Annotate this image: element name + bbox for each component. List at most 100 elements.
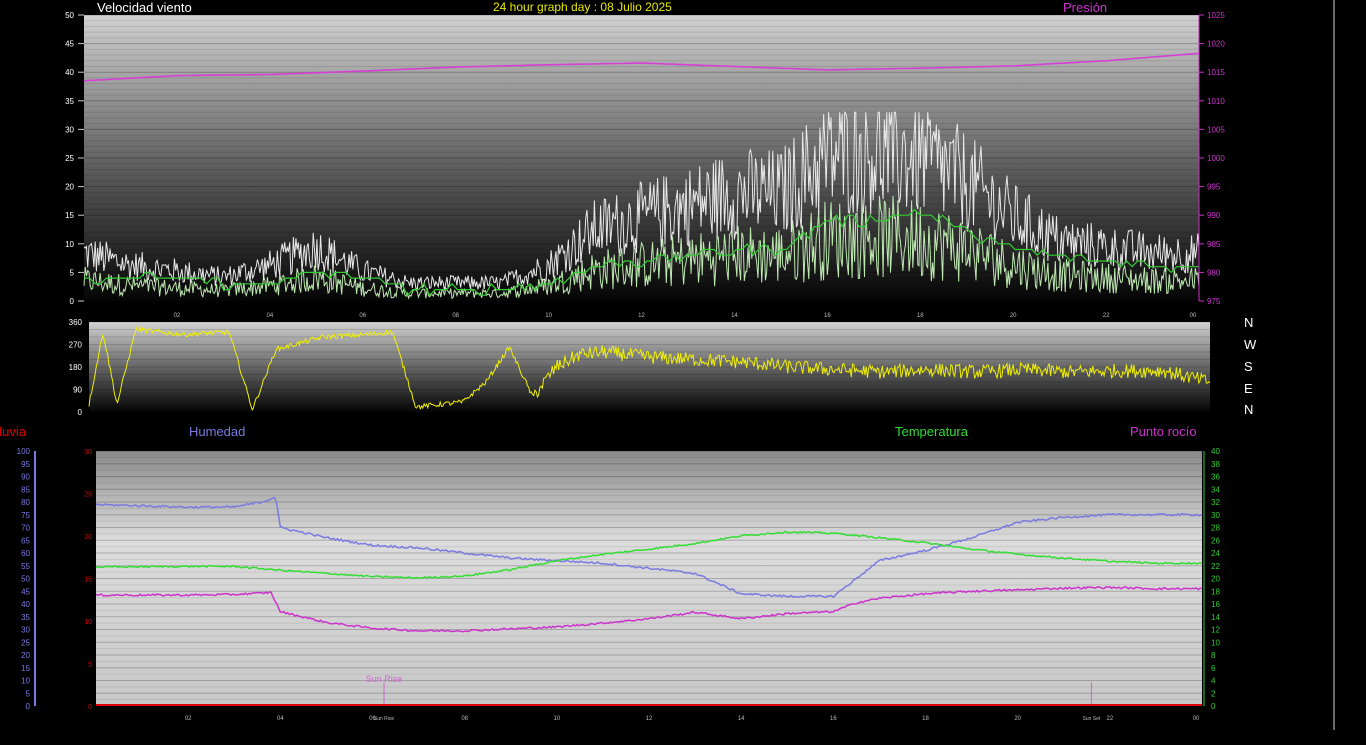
temp-tick-label: 40	[1211, 447, 1220, 456]
left-tick-label: 40	[65, 68, 74, 77]
rain-tick-label: 10	[84, 619, 92, 626]
wind-direction-axes: 0 90 180 270 360	[69, 318, 83, 417]
x-tick-label: 08	[452, 313, 459, 319]
humidity-tick-label: 40	[21, 600, 30, 609]
right-tick-label: 995	[1207, 183, 1221, 192]
right-tick-label: 980	[1207, 268, 1221, 277]
compass-north-top: N	[1244, 315, 1254, 330]
humidity-tick-label: 95	[21, 460, 30, 469]
humidity-tick-label: 50	[21, 575, 30, 584]
wind-pressure-series	[83, 52, 1200, 300]
left-tick-label: 50	[65, 11, 74, 20]
wind-direction-chart: 0 90 180 270 360	[69, 318, 1211, 417]
rain-tick-label: 25	[84, 492, 92, 499]
left-tick-label: 35	[65, 97, 74, 106]
right-tick-label: 1000	[1207, 154, 1225, 163]
dewpoint-label: Punto rocío	[1130, 424, 1197, 439]
rain-tick-label: 15	[84, 577, 92, 584]
x-tick-label: 06	[359, 313, 366, 319]
temp-tick-label: 4	[1211, 677, 1216, 686]
x-tick-label: 20	[1010, 313, 1017, 319]
direction-tick-label: 90	[73, 386, 82, 395]
right-tick-label: 975	[1207, 297, 1221, 306]
left-tick-label: 0	[70, 297, 75, 306]
direction-tick-label: 270	[69, 341, 83, 350]
left-tick-label: 15	[65, 211, 74, 220]
left-tick-label: 10	[65, 240, 74, 249]
rain-tick-label: 0	[88, 704, 92, 711]
left-tick-label: 30	[65, 125, 74, 134]
temp-tick-label: 14	[1211, 613, 1220, 622]
wind-pressure-axes: 0510152025303540455097598098599099510001…	[65, 11, 1225, 319]
temp-tick-label: 28	[1211, 524, 1220, 533]
rain-label: Lluvia	[0, 424, 26, 439]
x-tick-label: 16	[830, 716, 837, 722]
x-tick-label: 12	[646, 716, 653, 722]
humidity-tick-label: 5	[26, 689, 31, 698]
x-tick-label: 04	[266, 313, 273, 319]
humidity-tick-label: 85	[21, 485, 30, 494]
wind-direction-plot-area	[89, 322, 1210, 412]
temp-tick-label: 30	[1211, 511, 1220, 520]
compass-north-bottom: N	[1244, 402, 1254, 417]
x-tick-label: 22	[1103, 313, 1110, 319]
wind-gust-line	[83, 111, 1200, 292]
wind-average-line	[84, 208, 1199, 297]
humidity-tick-label: 100	[17, 447, 31, 456]
x-tick-label: 00	[1193, 716, 1200, 722]
compass-south: S	[1244, 359, 1253, 374]
humidity-tick-label: 70	[21, 524, 30, 533]
right-tick-label: 1020	[1207, 40, 1225, 49]
left-tick-label: 5	[70, 268, 75, 277]
temp-tick-label: 16	[1211, 600, 1220, 609]
temperature-line	[95, 530, 1203, 580]
x-tick-label: 02	[185, 716, 192, 722]
wind-speed-label: Velocidad viento	[97, 0, 192, 15]
humidity-temp-chart: Sun Rise 0510152025303540455055606570758…	[17, 447, 1221, 722]
humidity-temp-axes: 0510152025303540455055606570758085909510…	[17, 447, 1221, 722]
humidity-tick-label: 25	[21, 638, 30, 647]
rain-tick-label: 5	[88, 662, 92, 669]
humidity-tick-label: 45	[21, 587, 30, 596]
humidity-tick-label: 0	[26, 702, 31, 711]
humidity-tick-label: 60	[21, 549, 30, 558]
x-tick-label: 06	[369, 716, 376, 722]
wind-pressure-chart: 0510152025303540455097598098599099510001…	[65, 11, 1225, 319]
wind-direction-line	[88, 326, 1211, 412]
sunset-axis-label: Sun Set	[1083, 716, 1101, 722]
humidity-tick-label: 15	[21, 664, 30, 673]
temp-tick-label: 36	[1211, 473, 1220, 482]
humidity-tick-label: 75	[21, 511, 30, 520]
dewpoint-line	[95, 585, 1203, 633]
temp-tick-label: 12	[1211, 626, 1220, 635]
left-tick-label: 25	[65, 154, 74, 163]
x-tick-label: 02	[174, 313, 181, 319]
pressure-line	[83, 52, 1200, 82]
right-tick-label: 985	[1207, 240, 1221, 249]
temp-tick-label: 26	[1211, 536, 1220, 545]
compass-east: E	[1244, 381, 1253, 396]
temperature-label: Temperatura	[895, 424, 968, 439]
direction-tick-label: 180	[69, 363, 83, 372]
humidity-tick-label: 65	[21, 536, 30, 545]
temp-tick-label: 10	[1211, 638, 1220, 647]
right-tick-label: 1015	[1207, 68, 1225, 77]
x-tick-label: 10	[553, 716, 560, 722]
pressure-label: Presión	[1063, 0, 1108, 15]
graph-title: 24 hour graph day : 08 Julio 2025	[493, 0, 672, 14]
sunrise-label: Sun Rise	[366, 674, 403, 684]
x-tick-label: 16	[824, 313, 831, 319]
x-tick-label: 18	[922, 716, 929, 722]
sunrise-axis-label: Sun Rise	[374, 716, 395, 722]
x-tick-label: 08	[461, 716, 468, 722]
humidity-tick-label: 55	[21, 562, 30, 571]
humidity-line	[95, 496, 1203, 599]
temp-tick-label: 6	[1211, 664, 1216, 673]
humidity-tick-label: 90	[21, 473, 30, 482]
x-tick-label: 10	[545, 313, 552, 319]
right-tick-label: 990	[1207, 211, 1221, 220]
x-tick-label: 00	[1190, 313, 1197, 319]
direction-tick-label: 0	[78, 408, 83, 417]
temp-tick-label: 20	[1211, 575, 1220, 584]
